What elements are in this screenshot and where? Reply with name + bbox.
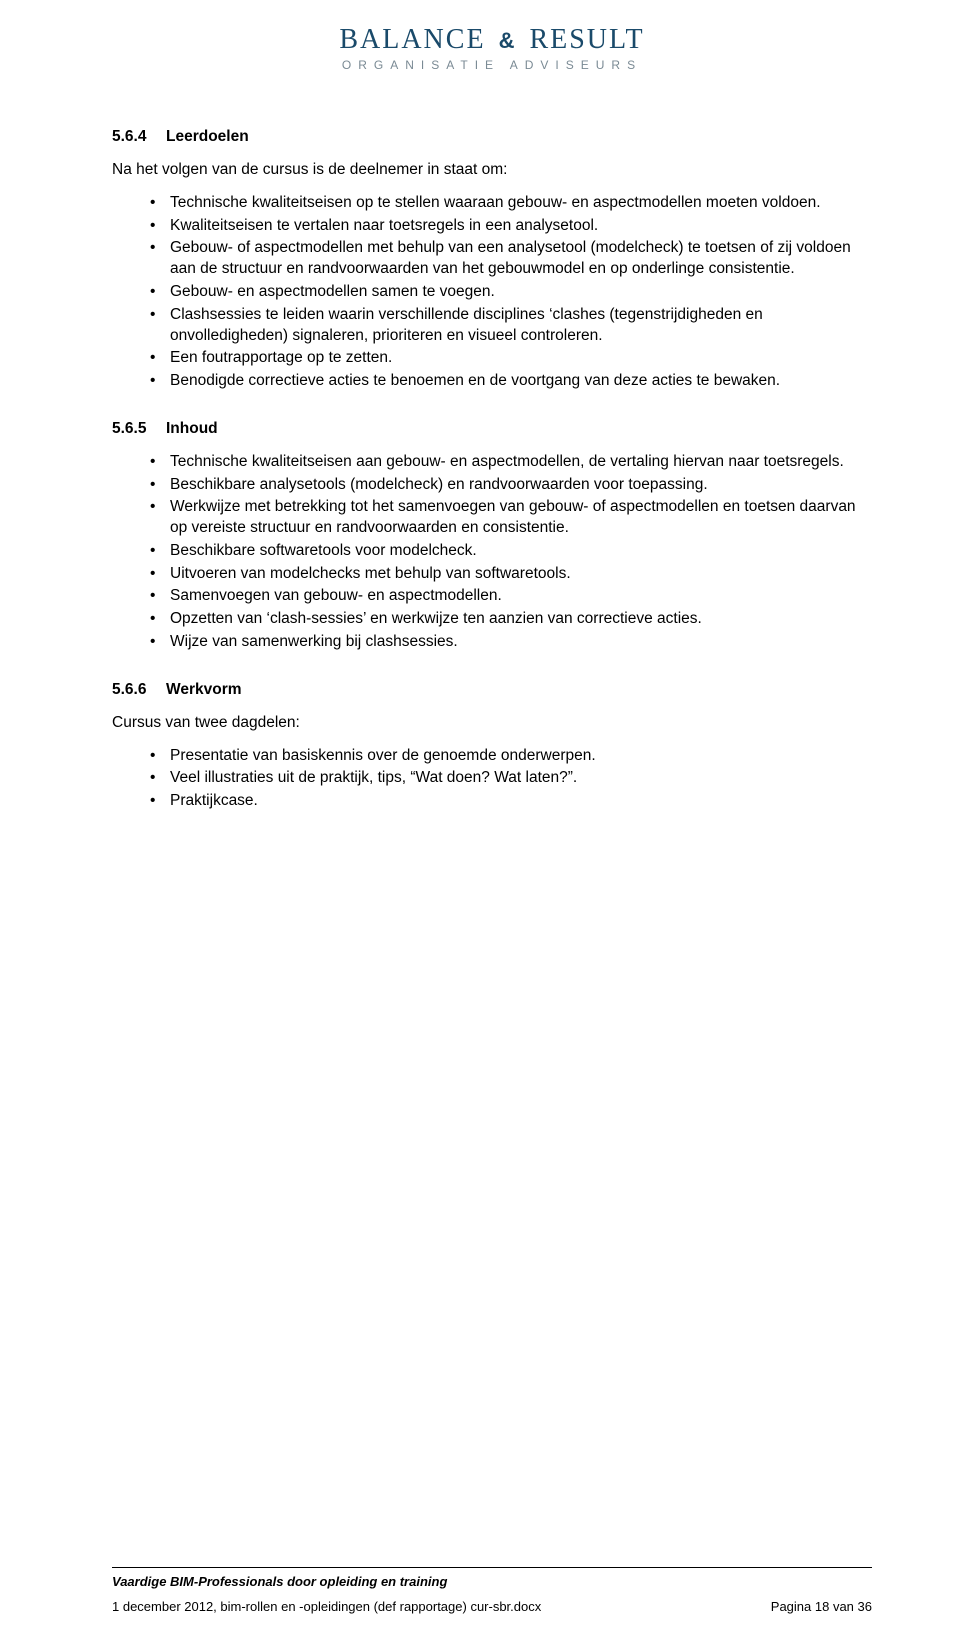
section-number: 5.6.6 [112,681,166,699]
footer-page-prefix: Pagina [771,1599,815,1614]
list-item: Beschikbare analysetools (modelcheck) en… [150,475,872,496]
section-title: Werkvorm [166,681,242,698]
list-item: Beschikbare softwaretools voor modelchec… [150,541,872,562]
logo-word-2: RESULT [529,24,644,55]
bullet-list-werkvorm: Presentatie van basiskennis over de geno… [112,746,872,812]
list-item: Veel illustraties uit de praktijk, tips,… [150,768,872,789]
footer-title: Vaardige BIM-Professionals door opleidin… [112,1574,872,1589]
section-number: 5.6.4 [112,128,166,146]
footer-row: 1 december 2012, bim-rollen en -opleidin… [112,1599,872,1614]
list-item: Opzetten van ‘clash-sessies’ en werkwijz… [150,609,872,630]
footer-left: 1 december 2012, bim-rollen en -opleidin… [112,1599,541,1614]
list-item: Benodigde correctieve acties te benoemen… [150,371,872,392]
list-item: Technische kwaliteitseisen aan gebouw- e… [150,452,872,473]
list-item: Presentatie van basiskennis over de geno… [150,746,872,767]
section-heading-inhoud: 5.6.5Inhoud [112,420,872,438]
section-lead: Na het volgen van de cursus is de deelne… [112,160,872,181]
list-item: Samenvoegen van gebouw- en aspectmodelle… [150,586,872,607]
list-item: Gebouw- en aspectmodellen samen te voege… [150,282,872,303]
logo-word-1: BALANCE [339,24,485,55]
section-number: 5.6.5 [112,420,166,438]
logo-subtitle: ORGANISATIE ADVISEURS [112,58,872,72]
list-item: Wijze van samenwerking bij clashsessies. [150,632,872,653]
footer-divider [112,1567,872,1568]
list-item: Technische kwaliteitseisen op te stellen… [150,193,872,214]
section-heading-leerdoelen: 5.6.4Leerdoelen [112,128,872,146]
list-item: Werkwijze met betrekking tot het samenvo… [150,497,872,539]
list-item: Clashsessies te leiden waarin verschille… [150,305,872,347]
document-page: BALANCE & RESULT ORGANISATIE ADVISEURS 5… [0,0,960,812]
section-title: Leerdoelen [166,128,249,145]
bullet-list-leerdoelen: Technische kwaliteitseisen op te stellen… [112,193,872,392]
page-footer: Vaardige BIM-Professionals door opleidin… [0,1567,960,1614]
section-title: Inhoud [166,420,218,437]
list-item: Gebouw- of aspectmodellen met behulp van… [150,238,872,280]
list-item: Praktijkcase. [150,791,872,812]
footer-right: Pagina 18 van 36 [771,1599,872,1614]
footer-page-current: 18 [815,1599,829,1614]
list-item: Uitvoeren van modelchecks met behulp van… [150,564,872,585]
list-item: Kwaliteitseisen te vertalen naar toetsre… [150,216,872,237]
logo-main: BALANCE & RESULT [112,24,872,56]
section-lead: Cursus van twee dagdelen: [112,713,872,734]
footer-page-total: 36 [858,1599,872,1614]
logo-ampersand-icon: & [495,28,521,53]
bullet-list-inhoud: Technische kwaliteitseisen aan gebouw- e… [112,452,872,653]
section-heading-werkvorm: 5.6.6Werkvorm [112,681,872,699]
list-item: Een foutrapportage op te zetten. [150,348,872,369]
logo-block: BALANCE & RESULT ORGANISATIE ADVISEURS [112,24,872,72]
footer-page-mid: van [829,1599,857,1614]
